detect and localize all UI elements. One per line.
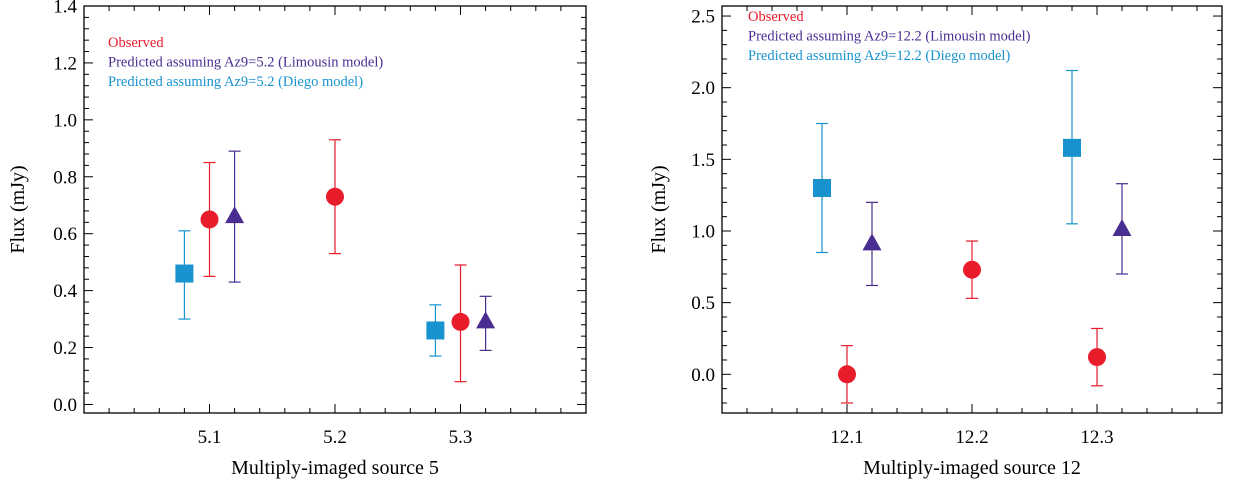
legend-entry-square: Predicted assuming Az9=5.2 (Diego model) bbox=[108, 74, 363, 90]
x-axis-title: Multiply-imaged source 5 bbox=[231, 457, 439, 479]
chart-panel-source-5: 0.0 0.2 0.4 0.6 0.8 1.0 1.2 1.4 5.1 5.2 5.3 Multipl… bbox=[7, 0, 587, 479]
data-point-triangle bbox=[1112, 219, 1132, 237]
x-tick-label: 12.1 bbox=[830, 427, 863, 448]
legend-entry-circle: Observed bbox=[108, 35, 164, 51]
legend-entry-circle: Observed bbox=[748, 9, 804, 25]
x-tick-label: 12.3 bbox=[1080, 427, 1113, 448]
data-point-triangle bbox=[862, 233, 882, 251]
data-point-circle bbox=[1088, 348, 1106, 367]
data-point-square bbox=[813, 179, 831, 198]
data-point-square bbox=[175, 264, 194, 283]
data-point-triangle bbox=[476, 311, 496, 329]
y-tick-label: 1.2 bbox=[53, 53, 77, 74]
y-tick-label: 1.0 bbox=[691, 221, 715, 242]
x-axis-title: Multiply-imaged source 12 bbox=[863, 457, 1081, 479]
y-tick-label: 1.0 bbox=[53, 110, 77, 131]
data-point-circle bbox=[326, 187, 344, 206]
y-tick-label: 0.4 bbox=[53, 281, 77, 302]
y-tick-label: 0.2 bbox=[53, 338, 77, 359]
y-tick-label: 0.0 bbox=[53, 395, 77, 416]
y-tick-label: 2.0 bbox=[691, 78, 715, 99]
y-tick-label: 0.0 bbox=[691, 365, 715, 386]
x-tick-label: 5.3 bbox=[449, 427, 473, 448]
y-tick-label: 1.4 bbox=[53, 0, 77, 18]
y-tick-label: 0.8 bbox=[53, 167, 77, 188]
y-tick-label: 0.5 bbox=[691, 293, 715, 314]
data-point-square bbox=[426, 321, 445, 340]
legend-entry-triangle: Predicted assuming Az9=12.2 (Limousin mo… bbox=[748, 29, 1031, 45]
data-point-triangle bbox=[225, 206, 245, 224]
x-tick-label: 12.2 bbox=[955, 427, 988, 448]
y-tick-label: 0.6 bbox=[53, 224, 77, 245]
data-point-circle bbox=[200, 210, 219, 229]
chart-panel-source-12: 0.0 0.5 1.0 1.5 2.0 2.5 12.1 12.2 12.3 Multiply-i… bbox=[648, 5, 1223, 479]
data-point-circle bbox=[963, 260, 981, 279]
data-point-square bbox=[1063, 138, 1081, 157]
data-point-circle bbox=[451, 312, 470, 331]
y-axis-title: Flux (mJy) bbox=[648, 165, 670, 253]
plot-frame bbox=[721, 5, 1223, 414]
y-tick-label: 2.5 bbox=[691, 7, 715, 28]
y-tick-label: 1.5 bbox=[691, 150, 715, 171]
x-tick-label: 5.1 bbox=[198, 427, 222, 448]
y-axis-title: Flux (mJy) bbox=[7, 165, 29, 253]
x-tick-label: 5.2 bbox=[323, 427, 347, 448]
legend-entry-square: Predicted assuming Az9=12.2 (Diego model… bbox=[748, 48, 1010, 64]
legend-entry-triangle: Predicted assuming Az9=5.2 (Limousin mod… bbox=[108, 55, 383, 71]
data-point-circle bbox=[838, 365, 856, 384]
